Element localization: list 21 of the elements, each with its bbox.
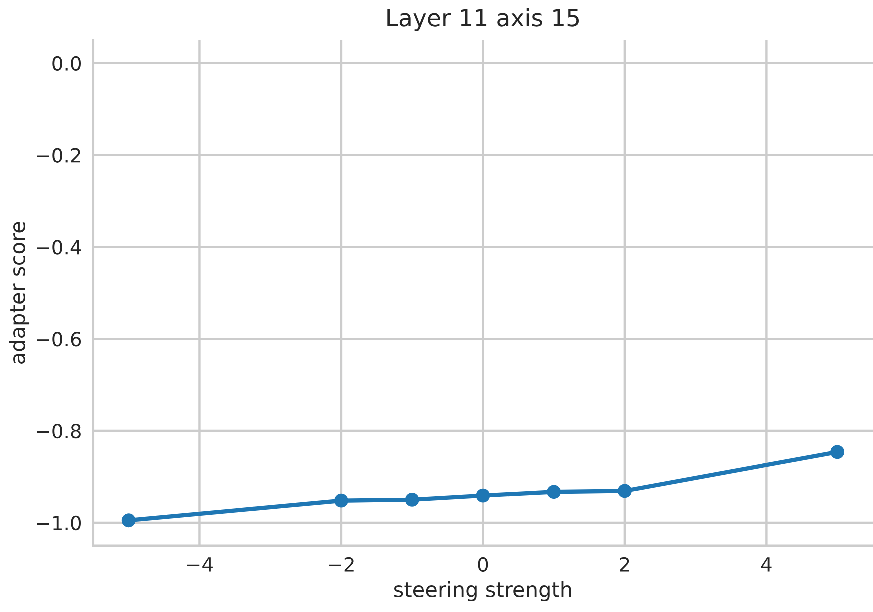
chart-title: Layer 11 axis 15 [388, 8, 580, 32]
x-tick-label: 2 [620, 557, 630, 572]
x-tick-label: −4 [187, 558, 213, 572]
point [476, 488, 490, 503]
x-tick-label: −2 [329, 557, 354, 572]
y-tick-label: −0.4 [37, 240, 82, 255]
point [122, 514, 136, 528]
point [547, 485, 562, 500]
point [334, 494, 348, 508]
y-axis-title: adapter score [9, 222, 30, 364]
point [830, 445, 845, 460]
x-tick-label: 4 [761, 558, 772, 572]
x-axis-title: steering strength [394, 581, 572, 602]
x-tick-label: 0 [478, 557, 488, 572]
y-tick-label: −0.6 [37, 332, 82, 347]
y-tick-label: −1.0 [37, 516, 82, 531]
point [405, 493, 420, 507]
y-tick-label: 0.0 [52, 56, 82, 72]
point [618, 484, 632, 498]
y-tick-label: −0.8 [37, 424, 81, 439]
y-tick-label: −0.2 [37, 148, 80, 163]
